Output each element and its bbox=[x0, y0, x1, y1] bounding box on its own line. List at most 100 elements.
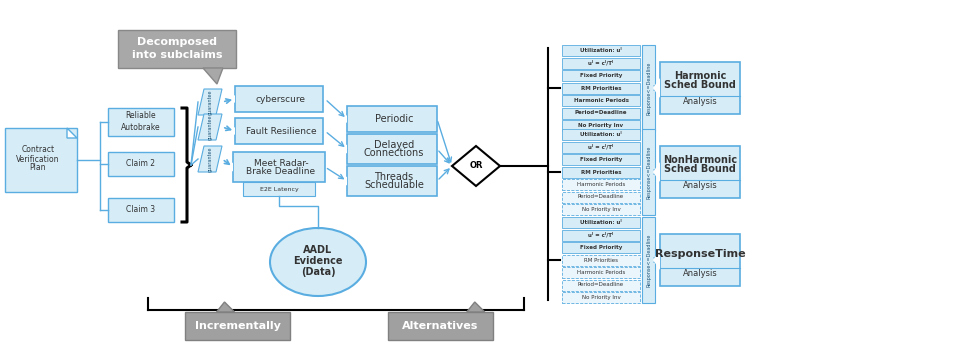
Bar bbox=[660, 62, 740, 114]
Text: guarantee: guarantee bbox=[207, 89, 212, 115]
Bar bbox=[562, 70, 640, 81]
Bar bbox=[562, 191, 640, 203]
Text: Fixed Priority: Fixed Priority bbox=[580, 245, 622, 250]
Text: Evidence: Evidence bbox=[293, 256, 343, 266]
Bar bbox=[642, 129, 655, 215]
Text: RM Priorities: RM Priorities bbox=[581, 169, 621, 175]
Text: Harmonic Periods: Harmonic Periods bbox=[573, 98, 629, 103]
Text: Period=Deadline: Period=Deadline bbox=[578, 195, 624, 200]
Text: (Data): (Data) bbox=[300, 267, 335, 277]
Text: cyberscure: cyberscure bbox=[256, 94, 306, 104]
Text: NonHarmonic: NonHarmonic bbox=[663, 155, 737, 165]
Bar bbox=[562, 230, 640, 240]
Bar bbox=[347, 134, 437, 164]
Bar bbox=[562, 57, 640, 69]
Bar bbox=[347, 106, 437, 132]
Text: AADL: AADL bbox=[303, 245, 332, 255]
Ellipse shape bbox=[270, 228, 366, 296]
Text: Fixed Priority: Fixed Priority bbox=[580, 73, 622, 78]
Text: Meet Radar-: Meet Radar- bbox=[253, 159, 308, 168]
Text: No Priority Inv: No Priority Inv bbox=[582, 207, 620, 212]
Polygon shape bbox=[217, 302, 234, 312]
Text: uᴵ = cᴵ/Tᴵ: uᴵ = cᴵ/Tᴵ bbox=[588, 232, 613, 238]
Text: Harmonic Periods: Harmonic Periods bbox=[577, 182, 625, 187]
Bar bbox=[562, 167, 640, 177]
Text: Response<=Deadline: Response<=Deadline bbox=[646, 233, 651, 287]
Text: Alternatives: Alternatives bbox=[402, 321, 479, 331]
Bar bbox=[562, 141, 640, 153]
Polygon shape bbox=[653, 78, 660, 98]
Polygon shape bbox=[653, 250, 660, 270]
Text: ResponseTime: ResponseTime bbox=[655, 249, 745, 259]
Polygon shape bbox=[198, 146, 222, 172]
Text: Analysis: Analysis bbox=[683, 182, 717, 190]
Polygon shape bbox=[228, 127, 235, 135]
Text: Sched Bound: Sched Bound bbox=[664, 164, 736, 174]
Bar bbox=[5, 128, 77, 192]
Text: uᴵ = cᴵ/Tᴵ: uᴵ = cᴵ/Tᴵ bbox=[588, 60, 613, 66]
Text: Threads: Threads bbox=[374, 172, 414, 182]
Text: Reliable: Reliable bbox=[126, 112, 156, 120]
Text: Delayed: Delayed bbox=[373, 140, 414, 150]
Text: Periodic: Periodic bbox=[374, 114, 413, 124]
Text: Decomposed: Decomposed bbox=[137, 37, 217, 47]
Polygon shape bbox=[203, 68, 223, 84]
Text: E2E Latency: E2E Latency bbox=[259, 187, 299, 191]
Text: No Priority Inv: No Priority Inv bbox=[579, 123, 624, 128]
Polygon shape bbox=[198, 114, 222, 140]
Bar bbox=[562, 280, 640, 290]
Polygon shape bbox=[452, 146, 500, 186]
Polygon shape bbox=[198, 89, 222, 115]
Text: Analysis: Analysis bbox=[683, 98, 717, 106]
Bar bbox=[562, 95, 640, 106]
Bar bbox=[562, 120, 640, 131]
Text: guarantee: guarantee bbox=[207, 146, 212, 172]
Text: Response<=Deadline: Response<=Deadline bbox=[646, 145, 651, 199]
Text: Fixed Priority: Fixed Priority bbox=[580, 157, 622, 162]
Text: guarantee: guarantee bbox=[207, 114, 212, 140]
Bar bbox=[185, 312, 290, 340]
Text: Harmonic Periods: Harmonic Periods bbox=[577, 270, 625, 275]
Text: No Priority Inv: No Priority Inv bbox=[582, 295, 620, 300]
Bar bbox=[660, 146, 740, 198]
Bar bbox=[118, 30, 236, 68]
Polygon shape bbox=[340, 115, 347, 123]
Text: RM Priorities: RM Priorities bbox=[581, 85, 621, 91]
Bar bbox=[562, 129, 640, 140]
Bar bbox=[108, 108, 174, 136]
Text: Claim 2: Claim 2 bbox=[127, 160, 156, 168]
Bar bbox=[642, 45, 655, 131]
Text: Utilization: uᴵ: Utilization: uᴵ bbox=[580, 48, 622, 53]
Bar bbox=[388, 312, 493, 340]
Polygon shape bbox=[467, 302, 485, 312]
Text: Period=Deadline: Period=Deadline bbox=[575, 111, 627, 116]
Text: Analysis: Analysis bbox=[683, 270, 717, 279]
Bar bbox=[660, 234, 740, 286]
Bar bbox=[562, 83, 640, 93]
Text: Utilization: uᴵ: Utilization: uᴵ bbox=[580, 132, 622, 137]
Polygon shape bbox=[340, 176, 347, 186]
Text: Contract: Contract bbox=[21, 146, 55, 154]
Text: OR: OR bbox=[469, 161, 483, 170]
Text: Claim 3: Claim 3 bbox=[127, 205, 156, 215]
Bar bbox=[235, 118, 323, 144]
Bar bbox=[562, 204, 640, 215]
Text: Period=Deadline: Period=Deadline bbox=[578, 282, 624, 287]
Text: Plan: Plan bbox=[30, 163, 46, 173]
Text: Fault Resilience: Fault Resilience bbox=[246, 126, 316, 135]
Bar bbox=[562, 267, 640, 278]
Bar bbox=[235, 86, 323, 112]
Text: Schedulable: Schedulable bbox=[364, 180, 424, 190]
Bar bbox=[108, 198, 174, 222]
Bar bbox=[642, 217, 655, 303]
Text: Incrementally: Incrementally bbox=[195, 321, 280, 331]
Text: Harmonic: Harmonic bbox=[674, 71, 726, 81]
Bar bbox=[108, 152, 174, 176]
Polygon shape bbox=[653, 162, 660, 182]
Bar bbox=[243, 182, 315, 196]
Text: Sched Bound: Sched Bound bbox=[664, 80, 736, 90]
Polygon shape bbox=[67, 128, 77, 138]
Bar bbox=[347, 166, 437, 196]
Bar bbox=[562, 154, 640, 165]
Bar bbox=[562, 107, 640, 119]
